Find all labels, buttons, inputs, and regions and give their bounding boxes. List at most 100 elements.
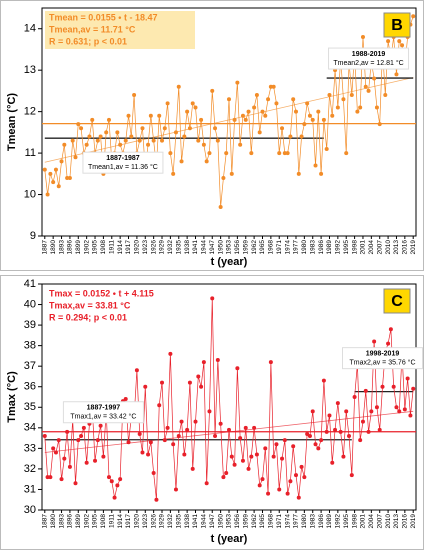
x-tick-label: 1926 — [150, 514, 157, 529]
x-tick-label: 1911 — [108, 514, 115, 528]
data-point — [79, 434, 84, 439]
data-point — [62, 456, 67, 461]
data-point — [190, 466, 195, 471]
data-point — [246, 109, 251, 114]
x-tick-label: 1938 — [184, 240, 191, 255]
annotation: R = 0.631; p < 0.01 — [49, 36, 127, 46]
y-tick-label: 35 — [24, 401, 36, 413]
data-point — [386, 341, 391, 346]
data-point — [330, 460, 335, 465]
data-point — [165, 101, 170, 106]
data-point — [218, 421, 223, 426]
data-point — [51, 446, 56, 451]
data-point — [319, 438, 324, 443]
data-point — [95, 438, 100, 443]
annotation: Tmax = 0.0152 • t + 4.115 — [49, 288, 154, 298]
data-point — [240, 458, 245, 463]
data-point — [299, 464, 304, 469]
data-point — [179, 419, 184, 424]
data-point — [187, 126, 192, 131]
data-point — [288, 134, 293, 139]
data-point — [173, 130, 178, 135]
data-point — [199, 384, 204, 389]
data-point — [257, 130, 262, 135]
data-point — [238, 436, 243, 441]
data-point — [65, 429, 70, 434]
x-tick-label: 1980 — [301, 240, 308, 255]
data-point — [277, 151, 282, 156]
data-point — [260, 477, 265, 482]
data-point — [70, 138, 75, 143]
data-point — [201, 360, 206, 365]
x-tick-label: 1923 — [142, 514, 149, 529]
data-point — [344, 151, 349, 156]
data-point — [106, 475, 111, 480]
data-point — [257, 483, 262, 488]
data-point — [291, 97, 296, 102]
y-tick-label: 37 — [24, 360, 36, 372]
x-tick-label: 1992 — [335, 240, 342, 255]
x-tick-label: 1941 — [192, 514, 199, 529]
data-point — [196, 138, 201, 143]
data-point — [118, 142, 123, 147]
data-point — [243, 117, 248, 122]
data-point — [252, 425, 257, 430]
data-point — [76, 438, 81, 443]
data-point — [42, 434, 47, 439]
y-axis-label: Tmax (°C) — [6, 371, 18, 423]
annotation: Tmean,av = 11.71 °C — [49, 24, 136, 34]
x-tick-label: 1965 — [259, 514, 266, 529]
data-point — [327, 413, 332, 418]
data-point — [227, 97, 231, 102]
data-point — [316, 109, 321, 114]
x-tick-label: 1956 — [234, 240, 241, 255]
x-tick-label: 2004 — [368, 514, 375, 529]
data-point — [268, 360, 273, 365]
data-point — [330, 113, 335, 118]
x-tick-label: 1917 — [125, 514, 132, 529]
data-point — [123, 397, 128, 402]
data-point — [344, 409, 349, 414]
x-tick-label: 1959 — [242, 514, 249, 529]
x-tick-label: 1989 — [326, 240, 333, 255]
data-point — [215, 358, 220, 363]
x-tick-label: 1962 — [251, 240, 258, 255]
data-point — [221, 475, 226, 480]
period-box — [82, 151, 164, 174]
data-point — [67, 464, 72, 469]
data-point — [126, 113, 131, 118]
data-point — [207, 151, 212, 156]
data-point — [98, 423, 103, 428]
data-point — [101, 454, 106, 459]
data-point — [363, 388, 368, 393]
data-point — [199, 117, 204, 122]
data-point — [296, 171, 301, 176]
data-point — [293, 109, 298, 114]
data-point — [299, 134, 304, 139]
period-label: 1988-2019 — [352, 51, 386, 58]
x-tick-label: 1914 — [117, 514, 124, 529]
x-tick-label: 1887 — [42, 240, 49, 255]
data-point — [291, 444, 296, 449]
data-point — [324, 429, 329, 434]
data-point — [213, 126, 218, 131]
data-point — [274, 442, 279, 447]
data-point — [190, 101, 195, 106]
data-point — [140, 126, 145, 131]
data-point — [187, 380, 192, 385]
x-tick-label: 1986 — [318, 240, 325, 255]
data-point — [369, 409, 374, 414]
data-point — [391, 384, 396, 389]
data-point — [104, 130, 109, 135]
data-point — [366, 429, 371, 434]
data-point — [179, 159, 184, 164]
x-tick-label: 2007 — [376, 514, 383, 529]
data-point — [285, 491, 290, 496]
data-point — [307, 434, 312, 439]
period-mean-label: Tmax2,av = 35.76 °C — [349, 359, 415, 367]
data-point — [176, 434, 181, 439]
x-tick-label: 1920 — [134, 514, 141, 529]
data-point — [137, 431, 142, 436]
data-point — [193, 419, 198, 424]
y-tick-label: 13 — [24, 64, 36, 76]
